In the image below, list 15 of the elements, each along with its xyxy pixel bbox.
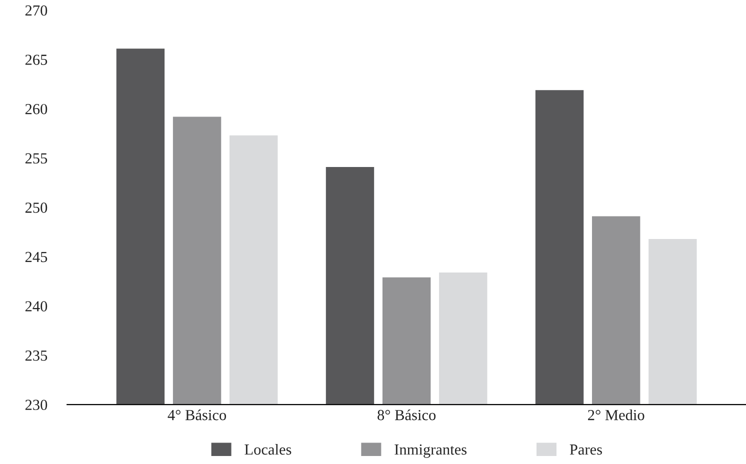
- y-tick-label: 265: [25, 54, 48, 65]
- legend-label: Pares: [570, 444, 602, 455]
- x-tick-label: 8° Básico: [378, 409, 436, 420]
- legend-label: Inmigrantes: [394, 444, 467, 458]
- x-tick-label: 2° Medio: [588, 409, 644, 420]
- y-tick-label: 240: [25, 301, 48, 312]
- y-tick-label: 245: [25, 252, 48, 262]
- y-tick-label: 250: [25, 202, 48, 213]
- legend-label: Locales: [244, 444, 292, 455]
- y-tick-label: 260: [25, 104, 48, 114]
- y-tick-label: 235: [25, 350, 48, 361]
- y-tick-label: 255: [25, 153, 48, 164]
- x-tick-label: 4° Básico: [168, 409, 226, 420]
- y-tick-label: 270: [25, 5, 48, 16]
- y-tick-label: 230: [25, 400, 48, 410]
